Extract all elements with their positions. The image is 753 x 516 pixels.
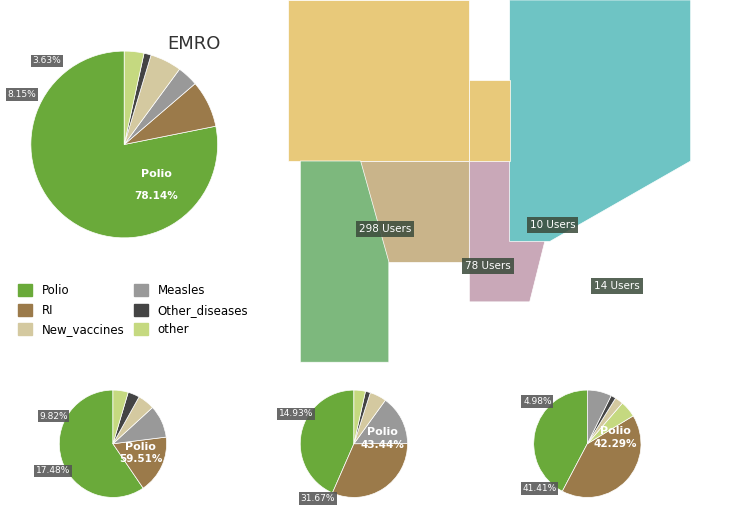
- Wedge shape: [354, 391, 370, 444]
- Wedge shape: [124, 69, 195, 144]
- Text: 42.29%: 42.29%: [593, 439, 637, 449]
- Wedge shape: [354, 390, 365, 444]
- Polygon shape: [469, 80, 510, 161]
- Polygon shape: [469, 161, 550, 302]
- Wedge shape: [59, 390, 143, 497]
- Wedge shape: [534, 390, 587, 491]
- Wedge shape: [113, 437, 166, 488]
- Polygon shape: [288, 0, 469, 161]
- Wedge shape: [332, 443, 407, 497]
- Text: Polio: Polio: [141, 169, 172, 179]
- Wedge shape: [113, 408, 166, 444]
- Legend: Polio, RI, New_vaccines, Measles, Other_diseases, other: Polio, RI, New_vaccines, Measles, Other_…: [14, 279, 253, 341]
- Wedge shape: [113, 390, 128, 444]
- Text: 10 Users: 10 Users: [529, 220, 575, 230]
- Wedge shape: [587, 390, 611, 444]
- Text: 17.48%: 17.48%: [36, 466, 71, 475]
- Text: 3.63%: 3.63%: [32, 56, 61, 66]
- Polygon shape: [510, 0, 691, 241]
- Text: Polio: Polio: [600, 426, 631, 437]
- Wedge shape: [124, 53, 151, 144]
- Polygon shape: [349, 161, 469, 262]
- Wedge shape: [124, 51, 144, 144]
- Wedge shape: [562, 416, 641, 497]
- Text: Polio: Polio: [125, 442, 156, 452]
- Text: 9.82%: 9.82%: [39, 412, 68, 421]
- Wedge shape: [587, 396, 616, 444]
- Text: 78 Users: 78 Users: [465, 261, 511, 270]
- Wedge shape: [587, 403, 633, 444]
- Wedge shape: [31, 51, 218, 238]
- Text: EMRO: EMRO: [168, 35, 221, 53]
- Text: 31.67%: 31.67%: [300, 494, 335, 503]
- Text: 43.44%: 43.44%: [361, 440, 404, 450]
- Wedge shape: [113, 392, 139, 444]
- Text: 8.15%: 8.15%: [8, 90, 36, 99]
- Text: 298 Users: 298 Users: [358, 224, 411, 234]
- Wedge shape: [124, 55, 179, 144]
- Text: 14.93%: 14.93%: [279, 409, 313, 418]
- Wedge shape: [354, 393, 386, 444]
- Text: 4.98%: 4.98%: [523, 397, 552, 406]
- Polygon shape: [300, 161, 389, 362]
- Text: 59.51%: 59.51%: [119, 454, 163, 464]
- Text: 41.41%: 41.41%: [523, 484, 556, 493]
- Text: 78.14%: 78.14%: [134, 190, 178, 201]
- Text: 14 Users: 14 Users: [594, 281, 640, 291]
- Wedge shape: [124, 84, 216, 144]
- Wedge shape: [587, 398, 623, 444]
- Text: Polio: Polio: [367, 427, 398, 438]
- Wedge shape: [113, 397, 153, 444]
- Wedge shape: [354, 400, 407, 444]
- Wedge shape: [300, 390, 354, 493]
